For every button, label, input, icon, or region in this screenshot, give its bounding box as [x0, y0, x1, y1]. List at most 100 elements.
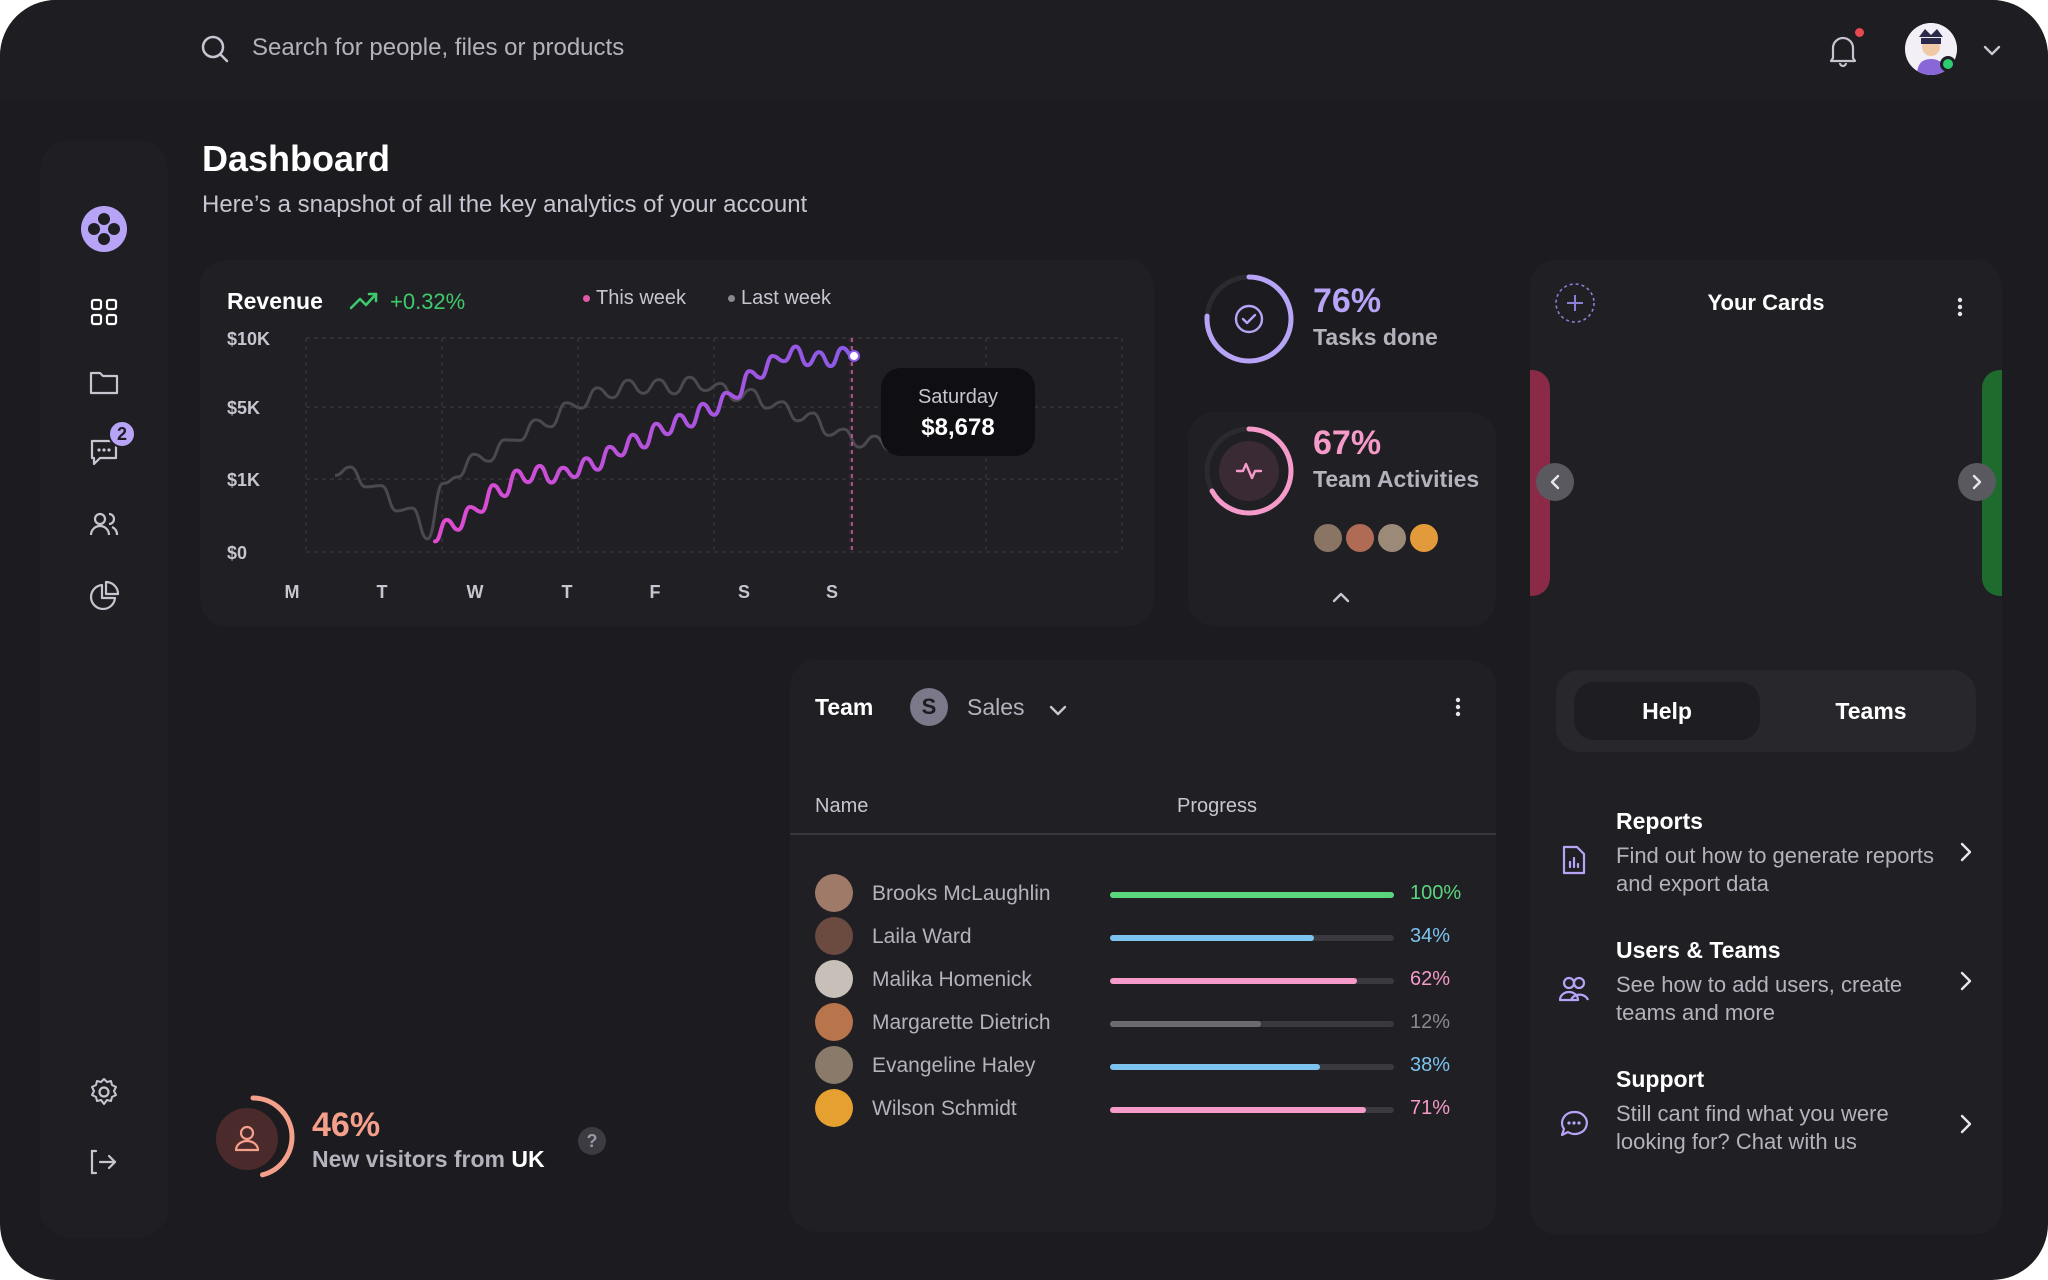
- table-row[interactable]: Wilson Schmidt 71%: [790, 1089, 1496, 1129]
- revenue-card: $10K $5K $1K $0 M T W T F S S Revenue +0.32% This …: [200, 260, 1154, 626]
- settings-icon: [91, 1078, 117, 1105]
- member-photo: [815, 917, 853, 955]
- trending-up-icon: [349, 292, 378, 310]
- bell-icon[interactable]: [1826, 32, 1860, 68]
- progress-track: [1110, 1064, 1394, 1070]
- y-tick-label: $10K: [227, 329, 270, 349]
- progress-percent: 100%: [1410, 882, 1462, 904]
- tooltip-day: Saturday: [917, 386, 999, 408]
- visitors-percent: 46%: [312, 1106, 381, 1144]
- team-dropdown-value: Sales: [967, 694, 1025, 720]
- help-item-support[interactable]: Support Still cant find what you were lo…: [1530, 1066, 2002, 1186]
- sidebar-item-dashboard[interactable]: [40, 292, 168, 332]
- progress-track: [1110, 978, 1394, 984]
- table-row[interactable]: Brooks McLaughlin 100%: [790, 874, 1496, 914]
- add-card-icon[interactable]: [1554, 282, 1596, 324]
- sidebar-item-logout[interactable]: [40, 1142, 168, 1182]
- y-tick-label: $1K: [227, 470, 260, 490]
- notification-dot: [1855, 28, 1864, 37]
- table-row[interactable]: Margarette Dietrich 12%: [790, 1003, 1496, 1043]
- sidebar-item-users[interactable]: [40, 504, 168, 544]
- prev-card-button[interactable]: [1536, 463, 1574, 501]
- search-input[interactable]: Search for people, files or products: [252, 34, 625, 61]
- team-card: Team S Sales Name Progress Brooks McLaug…: [790, 660, 1496, 1232]
- online-status-dot: [1940, 56, 1956, 72]
- table-row[interactable]: Malika Homenick 62%: [790, 960, 1496, 1000]
- member-avatar[interactable]: [1408, 522, 1440, 554]
- activities-ring: [1204, 426, 1294, 516]
- page-title: Dashboard: [202, 138, 391, 179]
- your-cards-title: Your Cards: [1707, 290, 1825, 315]
- tab-teams[interactable]: Teams: [1835, 697, 1907, 724]
- chevron-left-icon: [1550, 474, 1560, 490]
- highlight-point: [848, 349, 860, 362]
- help-item-title: Reports: [1616, 808, 1703, 834]
- member-avatar[interactable]: [1312, 522, 1344, 554]
- tasks-ring: [1204, 274, 1294, 364]
- legend-dot-pink: [583, 295, 590, 303]
- chevron-down-icon[interactable]: [1980, 38, 2004, 62]
- next-card-button[interactable]: [1958, 463, 1996, 501]
- x-tick-label: S: [826, 582, 838, 602]
- revenue-change: +0.32%: [390, 289, 466, 314]
- progress-fill: [1110, 892, 1394, 898]
- sidebar-item-reports[interactable]: [40, 576, 168, 616]
- logo-icon[interactable]: [81, 206, 127, 252]
- tasks-percent: 76%: [1313, 282, 1382, 320]
- member-name: Evangeline Haley: [872, 1054, 1036, 1077]
- progress-fill: [1110, 1107, 1366, 1113]
- more-vertical-icon[interactable]: [1452, 696, 1464, 720]
- member-avatar[interactable]: [1344, 522, 1376, 554]
- progress-percent: 12%: [1410, 1011, 1451, 1033]
- help-item-desc: Find out how to generate reports and exp…: [1616, 843, 1934, 896]
- member-photo: [815, 960, 853, 998]
- messages-badge: 2: [108, 420, 136, 448]
- x-tick-label: F: [650, 582, 661, 602]
- users-icon: [89, 512, 119, 536]
- table-row[interactable]: Laila Ward 34%: [790, 917, 1496, 957]
- activities-label: Team Activities: [1313, 466, 1480, 492]
- folder-icon: [89, 371, 119, 395]
- page-subtitle: Here’s a snapshot of all the key analyti…: [202, 191, 808, 218]
- help-item-users-teams[interactable]: Users & Teams See how to add users, crea…: [1530, 937, 2002, 1027]
- sidebar-item-files[interactable]: [40, 362, 168, 402]
- team-avatar: S: [910, 688, 948, 726]
- chevron-right-icon: [1960, 842, 1972, 862]
- revenue-chart: $10K $5K $1K $0 M T W T F S S: [227, 329, 1123, 602]
- help-icon[interactable]: ?: [578, 1127, 606, 1155]
- help-item-desc: See how to add users, create teams and m…: [1616, 972, 1903, 1025]
- progress-fill: [1110, 935, 1315, 941]
- top-bar: Search for people, files or products: [0, 0, 2048, 100]
- table-row[interactable]: Evangeline Haley 38%: [790, 1046, 1496, 1086]
- team-dropdown[interactable]: Sales: [967, 694, 1025, 721]
- your-cards-panel: Your Cards Help Teams Reports Find out h…: [1530, 260, 2002, 1234]
- progress-fill: [1110, 1064, 1321, 1070]
- legend-this-week[interactable]: This week: [583, 287, 686, 310]
- legend-label: Last week: [741, 287, 832, 309]
- logout-icon: [90, 1149, 117, 1175]
- help-item-title: Support: [1616, 1066, 1705, 1092]
- member-photo: [815, 874, 853, 912]
- activities-percent: 67%: [1313, 424, 1382, 462]
- help-item-desc: Still cant find what you were looking fo…: [1616, 1101, 1889, 1154]
- sidebar-item-messages[interactable]: [40, 432, 168, 472]
- progress-track: [1110, 892, 1394, 898]
- legend-last-week[interactable]: Last week: [728, 287, 831, 310]
- progress-track: [1110, 935, 1394, 941]
- visitors-label: New visitors from UK: [312, 1146, 545, 1173]
- check-icon: [1241, 313, 1257, 325]
- help-item-reports[interactable]: Reports Find out how to generate reports…: [1530, 808, 2002, 898]
- tasks-label: Tasks done: [1313, 324, 1438, 350]
- search-icon[interactable]: [200, 34, 230, 64]
- sidebar: 2: [40, 140, 168, 1238]
- column-header-progress: Progress: [1177, 795, 1258, 817]
- chevron-down-icon[interactable]: [1046, 698, 1070, 722]
- member-avatar[interactable]: [1376, 522, 1408, 554]
- member-photo: [815, 1089, 853, 1127]
- sidebar-item-settings[interactable]: [40, 1072, 168, 1112]
- chevron-up-icon[interactable]: [1329, 588, 1353, 606]
- tab-help[interactable]: Help: [1574, 682, 1760, 740]
- progress-track: [1110, 1021, 1394, 1027]
- more-vertical-icon[interactable]: [1954, 296, 1966, 320]
